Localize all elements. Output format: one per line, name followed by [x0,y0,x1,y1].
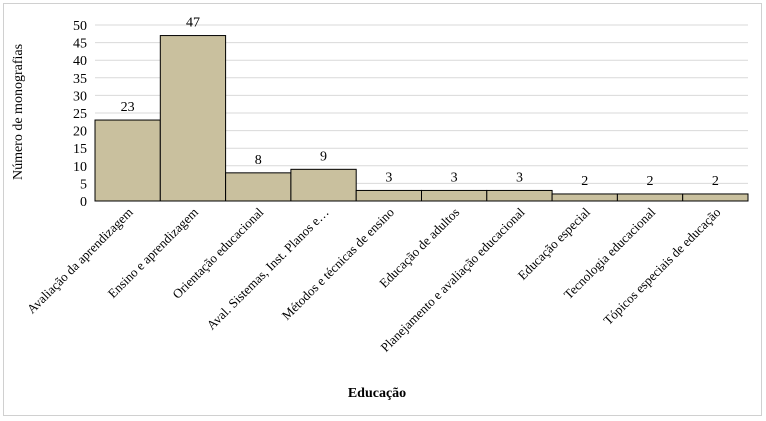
y-tick-label: 40 [73,54,87,69]
y-tick-label: 45 [73,37,87,52]
y-axis-title: Número de monografias [11,44,26,180]
bar [159,35,227,202]
bar [225,172,292,202]
value-label: 9 [320,149,327,164]
value-label: 2 [647,174,654,189]
y-tick-label: 20 [73,125,87,140]
x-axis-title: Educação [348,386,406,401]
value-label: 8 [255,153,262,168]
y-tick-label: 5 [80,177,87,192]
value-label: 23 [121,100,135,115]
bar [355,189,423,202]
y-tick-label: 50 [73,19,87,34]
value-label: 2 [712,174,719,189]
y-tick-label: 10 [73,160,87,175]
value-label: 3 [385,170,392,185]
bar [421,189,488,202]
bar [94,119,161,202]
bar [486,189,553,202]
y-tick-label: 0 [80,195,87,210]
y-tick-label: 15 [73,142,87,157]
value-label: 2 [581,174,588,189]
bar [682,193,749,202]
y-tick-label: 35 [73,72,87,87]
y-tick-label: 25 [73,107,87,122]
value-label: 47 [186,16,200,31]
chart-border [3,3,762,416]
y-tick-label: 30 [73,89,87,104]
bar [616,193,684,202]
value-label: 3 [451,170,458,185]
bar [551,193,618,202]
bar [290,168,357,202]
value-label: 3 [516,170,523,185]
